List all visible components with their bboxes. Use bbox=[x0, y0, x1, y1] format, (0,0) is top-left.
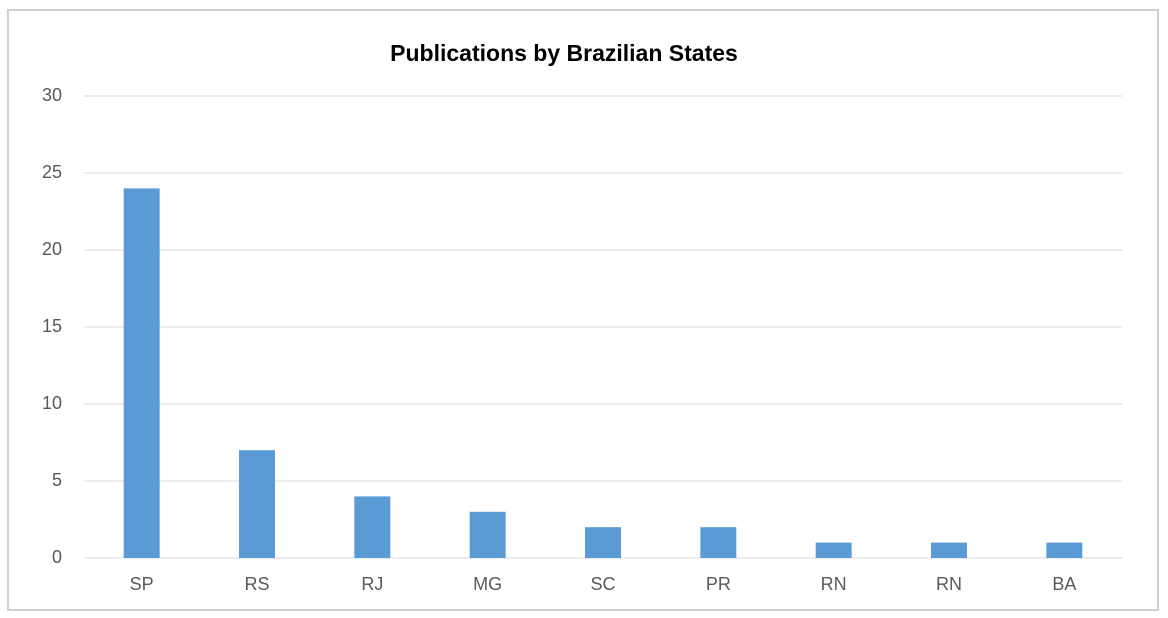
bar bbox=[354, 496, 391, 558]
bar bbox=[931, 542, 967, 558]
x-tick-label: SP bbox=[130, 574, 154, 594]
x-tick-label: RN bbox=[821, 574, 847, 594]
x-tick-label: PR bbox=[706, 574, 731, 594]
x-tick-label: SC bbox=[590, 574, 615, 594]
bar bbox=[123, 188, 160, 558]
bar bbox=[585, 527, 621, 558]
y-tick-label: 30 bbox=[42, 85, 62, 105]
y-tick-label: 15 bbox=[42, 316, 62, 336]
x-tick-label: RJ bbox=[361, 574, 383, 594]
x-tick-label: RN bbox=[936, 574, 962, 594]
bar bbox=[239, 450, 275, 558]
y-tick-label: 10 bbox=[42, 393, 62, 413]
x-tick-label: MG bbox=[473, 574, 502, 594]
x-tick-label: RS bbox=[244, 574, 269, 594]
chart-border bbox=[7, 9, 1159, 611]
bar bbox=[469, 511, 506, 558]
bar bbox=[815, 542, 852, 558]
y-tick-label: 20 bbox=[42, 239, 62, 259]
bar bbox=[1046, 542, 1083, 558]
y-tick-label: 5 bbox=[52, 470, 62, 490]
y-tick-label: 0 bbox=[52, 547, 62, 567]
chart-title: Publications by Brazilian States bbox=[390, 40, 738, 66]
bar bbox=[700, 527, 737, 558]
x-tick-label: BA bbox=[1052, 574, 1076, 594]
y-tick-label: 25 bbox=[42, 162, 62, 182]
